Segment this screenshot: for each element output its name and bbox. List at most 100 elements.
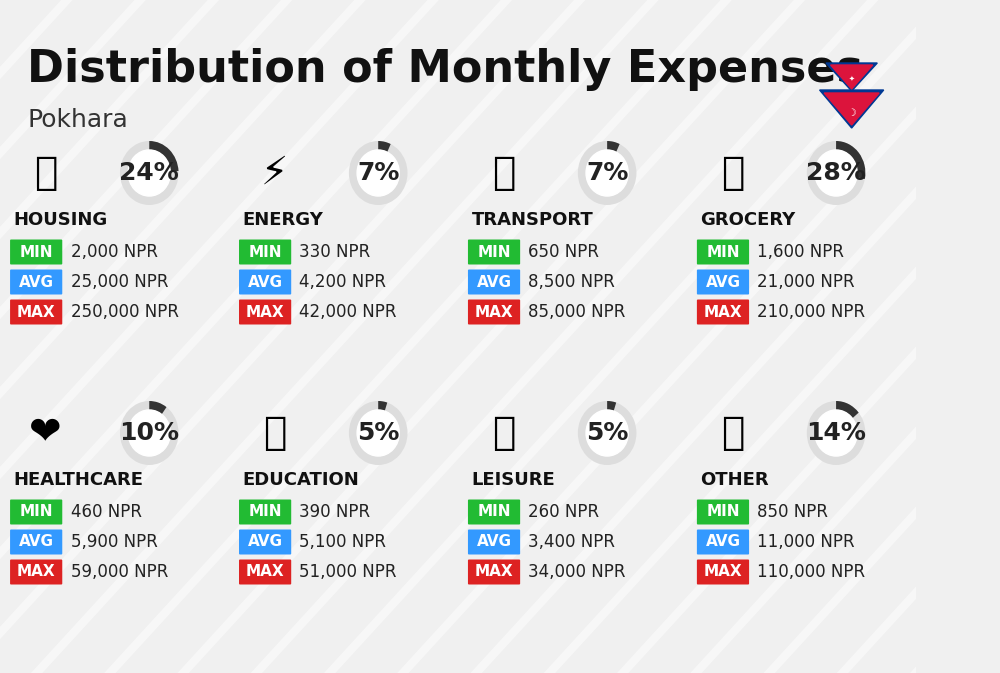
- Circle shape: [586, 410, 628, 456]
- Text: MIN: MIN: [248, 244, 282, 260]
- Polygon shape: [820, 90, 884, 128]
- Text: Distribution of Monthly Expenses: Distribution of Monthly Expenses: [27, 48, 863, 91]
- Text: 🛍: 🛍: [492, 414, 515, 452]
- Text: EDUCATION: EDUCATION: [243, 471, 359, 489]
- Text: MAX: MAX: [704, 565, 742, 579]
- FancyBboxPatch shape: [697, 269, 749, 295]
- Text: 🛒: 🛒: [721, 154, 744, 192]
- FancyBboxPatch shape: [239, 240, 291, 264]
- Wedge shape: [607, 141, 620, 152]
- FancyBboxPatch shape: [239, 530, 291, 555]
- Text: 1,600 NPR: 1,600 NPR: [757, 243, 844, 261]
- Wedge shape: [807, 141, 865, 205]
- Wedge shape: [149, 401, 166, 415]
- Text: 42,000 NPR: 42,000 NPR: [299, 303, 397, 321]
- Text: AVG: AVG: [477, 534, 512, 549]
- Wedge shape: [120, 401, 179, 465]
- Text: ❤️: ❤️: [29, 414, 62, 452]
- Text: MIN: MIN: [19, 244, 53, 260]
- FancyBboxPatch shape: [10, 240, 62, 264]
- FancyBboxPatch shape: [697, 499, 749, 524]
- FancyBboxPatch shape: [697, 559, 749, 584]
- Text: 330 NPR: 330 NPR: [299, 243, 371, 261]
- FancyBboxPatch shape: [697, 299, 749, 324]
- Text: MAX: MAX: [246, 565, 284, 579]
- Text: 390 NPR: 390 NPR: [299, 503, 371, 521]
- Wedge shape: [836, 141, 865, 179]
- Text: MAX: MAX: [17, 304, 55, 320]
- Wedge shape: [607, 401, 616, 411]
- Text: 11,000 NPR: 11,000 NPR: [757, 533, 855, 551]
- FancyBboxPatch shape: [468, 240, 520, 264]
- Text: GROCERY: GROCERY: [701, 211, 796, 229]
- Text: MIN: MIN: [248, 505, 282, 520]
- Text: ENERGY: ENERGY: [243, 211, 324, 229]
- Text: HOUSING: HOUSING: [14, 211, 108, 229]
- Text: 5%: 5%: [357, 421, 399, 445]
- Text: MAX: MAX: [475, 304, 513, 320]
- Text: AVG: AVG: [477, 275, 512, 289]
- Text: MIN: MIN: [477, 505, 511, 520]
- Text: TRANSPORT: TRANSPORT: [472, 211, 593, 229]
- Text: 28%: 28%: [806, 161, 866, 185]
- FancyBboxPatch shape: [697, 240, 749, 264]
- Text: 21,000 NPR: 21,000 NPR: [757, 273, 855, 291]
- FancyBboxPatch shape: [10, 559, 62, 584]
- Text: Pokhara: Pokhara: [27, 108, 128, 132]
- FancyBboxPatch shape: [10, 299, 62, 324]
- FancyBboxPatch shape: [468, 530, 520, 555]
- Text: 24%: 24%: [119, 161, 179, 185]
- Text: 250,000 NPR: 250,000 NPR: [71, 303, 179, 321]
- Text: AVG: AVG: [248, 275, 283, 289]
- Text: ✦: ✦: [849, 76, 855, 82]
- Text: 460 NPR: 460 NPR: [71, 503, 142, 521]
- Text: 8,500 NPR: 8,500 NPR: [528, 273, 615, 291]
- Text: 2,000 NPR: 2,000 NPR: [71, 243, 158, 261]
- Text: LEISURE: LEISURE: [472, 471, 555, 489]
- Text: AVG: AVG: [19, 534, 54, 549]
- Text: 51,000 NPR: 51,000 NPR: [299, 563, 397, 581]
- Text: MIN: MIN: [19, 505, 53, 520]
- Text: 5,900 NPR: 5,900 NPR: [71, 533, 157, 551]
- Wedge shape: [349, 401, 408, 465]
- Circle shape: [128, 410, 170, 456]
- FancyBboxPatch shape: [239, 299, 291, 324]
- Text: AVG: AVG: [248, 534, 283, 549]
- Text: 👜: 👜: [721, 414, 744, 452]
- Circle shape: [815, 410, 857, 456]
- Text: 3,400 NPR: 3,400 NPR: [528, 533, 615, 551]
- Text: 59,000 NPR: 59,000 NPR: [71, 563, 168, 581]
- Text: 7%: 7%: [357, 161, 399, 185]
- FancyBboxPatch shape: [468, 499, 520, 524]
- Wedge shape: [378, 141, 391, 152]
- Polygon shape: [826, 63, 877, 91]
- Text: AVG: AVG: [705, 534, 740, 549]
- Text: 5,100 NPR: 5,100 NPR: [299, 533, 386, 551]
- Text: OTHER: OTHER: [701, 471, 769, 489]
- Text: MAX: MAX: [17, 565, 55, 579]
- Wedge shape: [807, 401, 865, 465]
- Text: 5%: 5%: [586, 421, 628, 445]
- Text: ☽: ☽: [847, 108, 856, 118]
- Text: ⚡: ⚡: [261, 154, 288, 192]
- Text: 210,000 NPR: 210,000 NPR: [757, 303, 865, 321]
- Text: AVG: AVG: [19, 275, 54, 289]
- Circle shape: [815, 150, 857, 196]
- FancyBboxPatch shape: [10, 530, 62, 555]
- Text: 85,000 NPR: 85,000 NPR: [528, 303, 626, 321]
- FancyBboxPatch shape: [468, 299, 520, 324]
- Text: AVG: AVG: [705, 275, 740, 289]
- Text: MAX: MAX: [246, 304, 284, 320]
- Circle shape: [357, 410, 399, 456]
- Text: 110,000 NPR: 110,000 NPR: [757, 563, 865, 581]
- FancyBboxPatch shape: [239, 559, 291, 584]
- FancyBboxPatch shape: [468, 559, 520, 584]
- Circle shape: [128, 150, 170, 196]
- Wedge shape: [578, 401, 636, 465]
- FancyBboxPatch shape: [468, 269, 520, 295]
- Text: HEALTHCARE: HEALTHCARE: [14, 471, 144, 489]
- Wedge shape: [578, 141, 636, 205]
- Text: 🎓: 🎓: [263, 414, 286, 452]
- Text: MAX: MAX: [475, 565, 513, 579]
- Text: 14%: 14%: [806, 421, 866, 445]
